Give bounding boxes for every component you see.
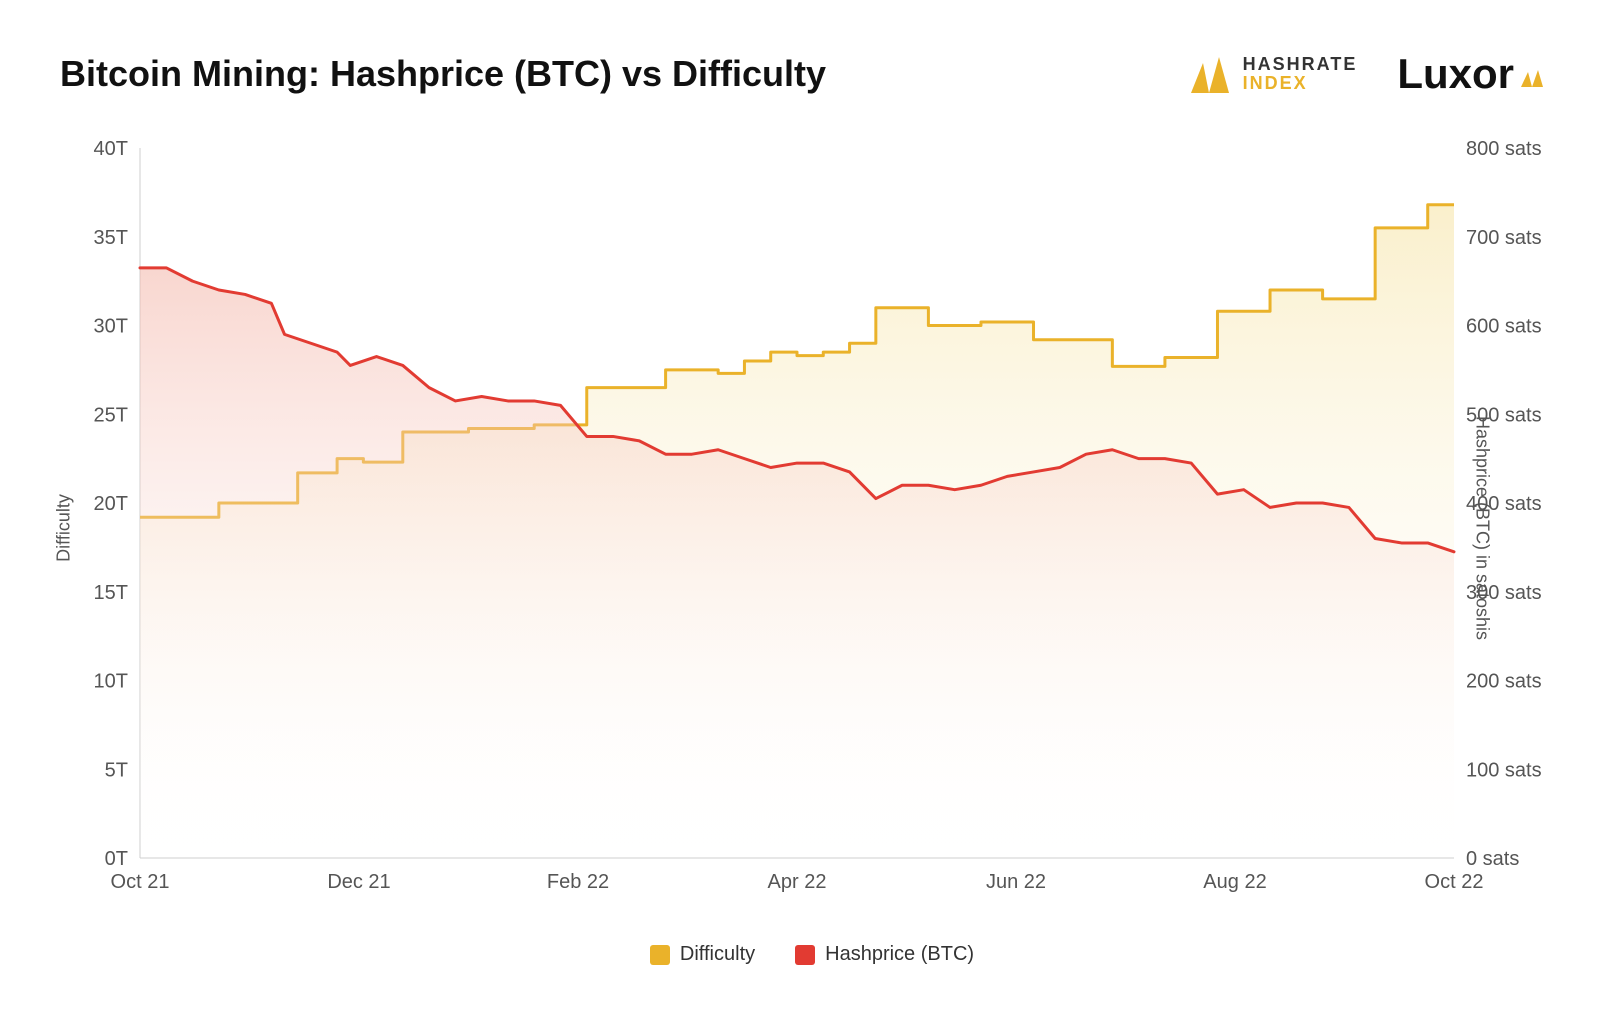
- svg-text:30T: 30T: [94, 316, 128, 338]
- svg-text:Oct 21: Oct 21: [111, 871, 170, 893]
- svg-text:Aug 22: Aug 22: [1203, 871, 1266, 893]
- hashrate-index-logo: HASHRATE INDEX: [1189, 53, 1358, 95]
- svg-text:Oct 22: Oct 22: [1425, 871, 1484, 893]
- legend-swatch-difficulty: [650, 945, 670, 965]
- hashrate-index-icon: [1189, 53, 1231, 95]
- legend-item-difficulty: Difficulty: [650, 943, 755, 966]
- svg-text:Feb 22: Feb 22: [547, 871, 609, 893]
- logo-group: HASHRATE INDEX Luxor: [1189, 50, 1544, 98]
- svg-text:10T: 10T: [94, 671, 128, 693]
- chart-legend: Difficulty Hashprice (BTC): [40, 943, 1584, 966]
- svg-text:0T: 0T: [105, 848, 128, 870]
- svg-text:800 sats: 800 sats: [1466, 138, 1542, 160]
- svg-text:600 sats: 600 sats: [1466, 316, 1542, 338]
- chart-container: Difficulty Hashprice (BTC) in satoshis 0…: [40, 138, 1584, 918]
- svg-text:25T: 25T: [94, 404, 128, 426]
- svg-text:100 sats: 100 sats: [1466, 759, 1542, 781]
- svg-text:Dec 21: Dec 21: [327, 871, 390, 893]
- legend-item-hashprice: Hashprice (BTC): [795, 943, 974, 966]
- svg-text:Jun 22: Jun 22: [986, 871, 1046, 893]
- chart-header: Bitcoin Mining: Hashprice (BTC) vs Diffi…: [40, 50, 1584, 98]
- svg-text:40T: 40T: [94, 138, 128, 160]
- legend-label-hashprice: Hashprice (BTC): [825, 943, 974, 966]
- svg-text:200 sats: 200 sats: [1466, 671, 1542, 693]
- svg-text:5T: 5T: [105, 759, 128, 781]
- hashrate-label-top: HASHRATE: [1243, 55, 1358, 74]
- hashrate-index-text: HASHRATE INDEX: [1243, 55, 1358, 93]
- y-axis-right-label: Hashprice (BTC) in satoshis: [1471, 416, 1492, 640]
- y-axis-left-label: Difficulty: [53, 494, 74, 562]
- chart-svg: 0T 5T 10T 15T 20T 25T 30T 35T 40T 0 sats 100 sats 2…: [40, 138, 1584, 918]
- chart-title: Bitcoin Mining: Hashprice (BTC) vs Diffi…: [60, 53, 826, 95]
- legend-label-difficulty: Difficulty: [680, 943, 755, 966]
- svg-text:700 sats: 700 sats: [1466, 227, 1542, 249]
- luxor-icon: [1520, 70, 1544, 88]
- svg-text:0 sats: 0 sats: [1466, 848, 1519, 870]
- luxor-logo: Luxor: [1397, 50, 1544, 98]
- svg-text:15T: 15T: [94, 582, 128, 604]
- svg-text:20T: 20T: [94, 493, 128, 515]
- luxor-label: Luxor: [1397, 50, 1514, 98]
- svg-text:35T: 35T: [94, 227, 128, 249]
- legend-swatch-hashprice: [795, 945, 815, 965]
- svg-text:Apr 22: Apr 22: [768, 871, 827, 893]
- hashrate-label-bottom: INDEX: [1243, 74, 1358, 93]
